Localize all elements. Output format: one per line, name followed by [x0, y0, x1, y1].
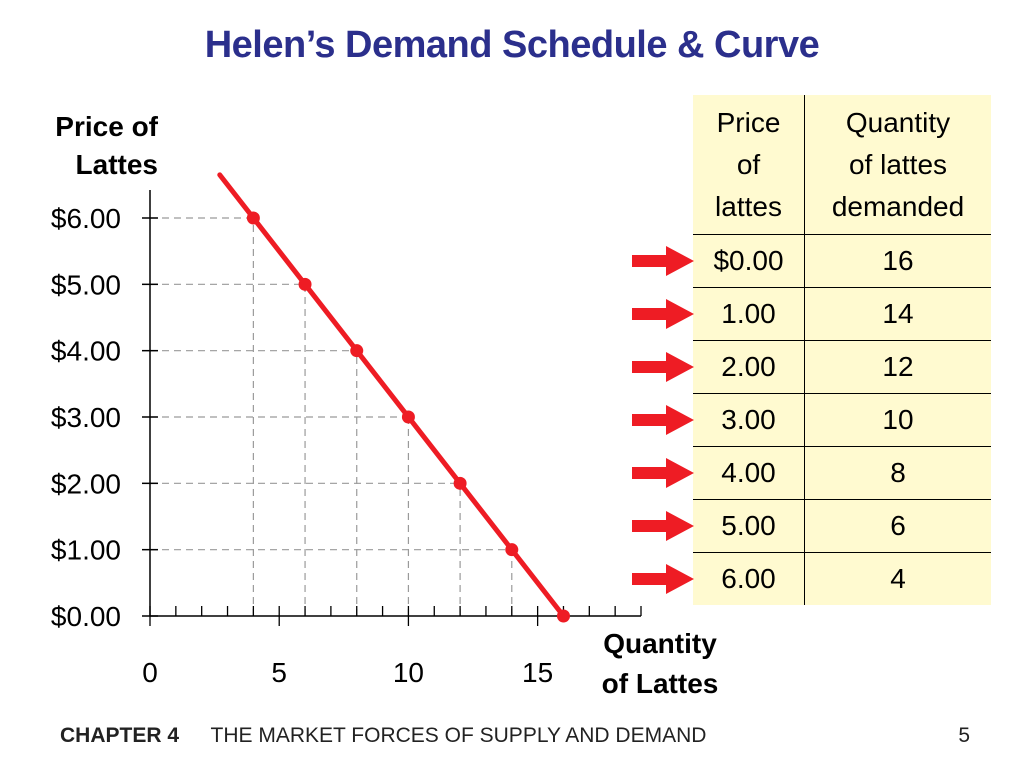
data-point [298, 277, 312, 291]
data-point [350, 344, 364, 358]
y-axis-label-line-1: Price of [55, 111, 158, 142]
right-arrow-icon [632, 352, 694, 382]
y-tick-label: $1.00 [51, 535, 121, 566]
y-tick-label: $0.00 [51, 601, 121, 632]
data-point [401, 410, 415, 424]
right-arrow-icon [632, 246, 694, 276]
right-arrow-icon [632, 511, 694, 541]
footer-chapter: CHAPTER 4 [60, 724, 180, 747]
header-price-line: Price [716, 106, 781, 138]
price-cell: 3.00 [693, 393, 805, 447]
data-point [453, 476, 467, 490]
price-cell: 2.00 [693, 340, 805, 394]
y-tick-label: $6.00 [51, 203, 121, 234]
right-arrow-icon [632, 405, 694, 435]
demand-schedule-table-container: Price of lattes Quantity of lattes deman… [693, 95, 991, 605]
x-tick-label: 15 [522, 657, 553, 688]
y-tick-label: $5.00 [51, 269, 121, 300]
price-cell: 6.00 [693, 552, 805, 605]
table-row: 2.00 12 [693, 340, 991, 394]
header-price: Price of lattes [693, 95, 805, 235]
demand-curve-line [217, 172, 566, 619]
quantity-cell: 8 [804, 446, 991, 500]
table-row: 6.00 4 [693, 552, 991, 605]
price-cell: 1.00 [693, 287, 805, 341]
demand-schedule-table: Price of lattes Quantity of lattes deman… [693, 95, 991, 605]
data-point [246, 211, 260, 225]
y-tick-label: $2.00 [51, 468, 121, 499]
x-axis-label: Quantity of Lattes [578, 624, 742, 704]
data-point [556, 609, 570, 623]
slide-title: Helen’s Demand Schedule & Curve [204, 24, 820, 66]
price-cell: 4.00 [693, 446, 805, 500]
quantity-cell: 6 [804, 499, 991, 553]
table-row: $0.00 16 [693, 234, 991, 288]
y-tick-label: $3.00 [51, 402, 121, 433]
header-price-line: of [736, 148, 761, 180]
x-tick-label: 0 [142, 657, 158, 688]
right-arrow-icon [632, 458, 694, 488]
quantity-cell: 12 [804, 340, 991, 394]
price-cell: $0.00 [693, 234, 805, 288]
x-tick-label: 10 [393, 657, 424, 688]
table-row: 1.00 14 [693, 287, 991, 341]
table-row: 4.00 8 [693, 446, 991, 500]
header-quantity: Quantity of lattes demanded [804, 95, 991, 235]
footer-subject: THE MARKET FORCES OF SUPPLY AND DEMAND [210, 724, 707, 747]
right-arrow-icon [632, 299, 694, 329]
table-row: 3.00 10 [693, 393, 991, 447]
table-row: 5.00 6 [693, 499, 991, 553]
y-axis-label-line-2: Lattes [75, 149, 158, 180]
quantity-cell: 14 [804, 287, 991, 341]
header-quantity-line: demanded [831, 190, 965, 222]
table-header-row: Price of lattes Quantity of lattes deman… [693, 95, 991, 235]
x-axis-label-line-1: Quantity [603, 628, 717, 659]
quantity-cell: 16 [804, 234, 991, 288]
x-axis-label-line-2: of Lattes [601, 668, 719, 699]
header-price-line: lattes [715, 190, 782, 222]
header-quantity-line: of lattes [848, 148, 948, 180]
right-arrow-icon [632, 564, 694, 594]
x-tick-label: 5 [271, 657, 287, 688]
y-tick-label: $4.00 [51, 336, 121, 367]
footer: CHAPTER 4 THE MARKET FORCES OF SUPPLY AN… [60, 724, 706, 748]
header-quantity-line: Quantity [845, 106, 951, 138]
quantity-cell: 10 [804, 393, 991, 447]
page-number: 5 [958, 724, 970, 747]
quantity-cell: 4 [890, 563, 906, 594]
price-cell: 5.00 [693, 499, 805, 553]
data-point [505, 543, 519, 557]
y-axis-label: Price of Lattes [20, 108, 158, 184]
